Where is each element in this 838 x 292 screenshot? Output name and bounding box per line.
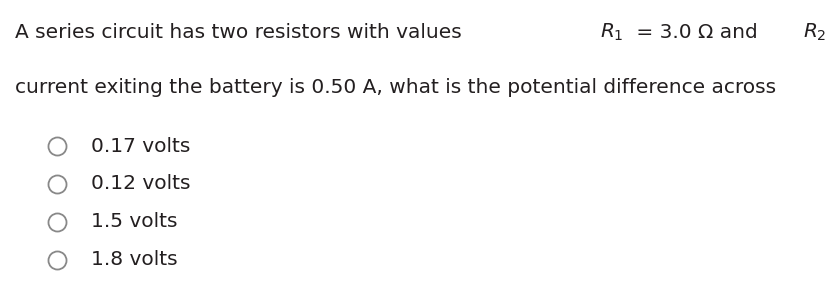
Text: 0.12 volts: 0.12 volts <box>91 174 190 194</box>
Text: 1.5 volts: 1.5 volts <box>91 212 177 232</box>
Text: current exiting the battery is 0.50 A, what is the potential difference across: current exiting the battery is 0.50 A, w… <box>15 79 783 98</box>
Text: $R_1$: $R_1$ <box>600 22 623 43</box>
Text: = 0.25 Ω. If the: = 0.25 Ω. If the <box>834 23 838 42</box>
Text: 1.8 volts: 1.8 volts <box>91 250 177 270</box>
Text: 0.17 volts: 0.17 volts <box>91 136 190 156</box>
Text: A series circuit has two resistors with values: A series circuit has two resistors with … <box>15 23 468 42</box>
Text: $R_2$: $R_2$ <box>804 22 827 43</box>
Text: = 3.0 Ω and: = 3.0 Ω and <box>630 23 764 42</box>
